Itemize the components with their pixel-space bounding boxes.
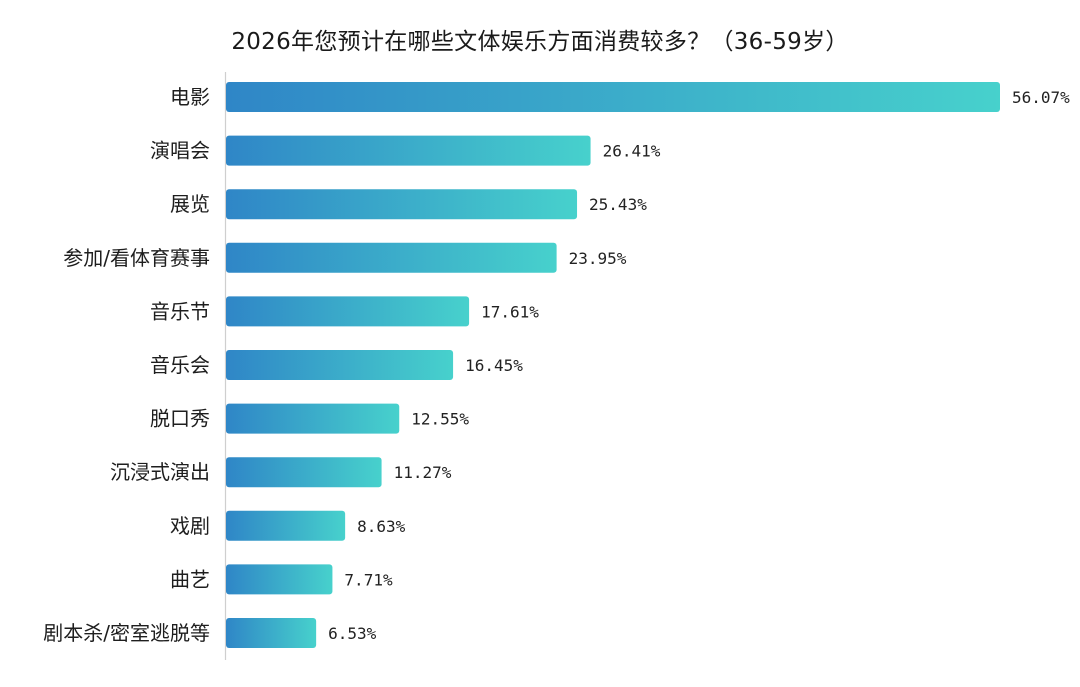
value-label: 11.27% <box>394 463 452 482</box>
bar <box>226 296 470 327</box>
category-label: 曲艺 <box>170 567 210 591</box>
bar <box>226 457 382 488</box>
category-label: 戏剧 <box>170 514 210 538</box>
category-label: 参加/看体育赛事 <box>63 246 210 270</box>
value-label: 16.45% <box>465 356 523 375</box>
value-label: 23.95% <box>569 249 627 268</box>
value-label: 12.55% <box>411 410 469 429</box>
category-label: 音乐会 <box>150 353 210 377</box>
value-label: 8.63% <box>357 517 406 536</box>
category-label: 电影 <box>170 85 210 109</box>
value-label: 25.43% <box>589 195 647 214</box>
value-label: 17.61% <box>481 302 539 321</box>
bars-group: 电影 56.07% 演唱会 26.41% 展览 25.43% 参加/看体育赛事 23.95% 音… <box>43 82 1070 648</box>
bar <box>226 618 317 648</box>
category-label: 剧本杀/密室逃脱等 <box>43 621 210 645</box>
value-label: 26.41% <box>603 142 661 161</box>
category-label: 脱口秀 <box>150 407 210 431</box>
bar <box>226 403 400 434</box>
bar <box>226 350 454 380</box>
value-label: 6.53% <box>328 624 377 643</box>
value-label: 7.71% <box>344 570 393 589</box>
chart-title: 2026年您预计在哪些文体娱乐方面消费较多？（36-59岁） <box>231 29 849 55</box>
category-label: 音乐节 <box>150 299 210 323</box>
bar <box>226 135 591 166</box>
category-label: 演唱会 <box>150 139 210 163</box>
value-label: 56.07% <box>1012 88 1070 107</box>
category-label: 展览 <box>170 192 210 216</box>
bar <box>226 189 578 220</box>
bar <box>226 242 557 273</box>
category-label: 沉浸式演出 <box>110 460 210 484</box>
bar <box>226 82 1000 112</box>
bar <box>226 564 333 595</box>
bar <box>226 510 346 541</box>
